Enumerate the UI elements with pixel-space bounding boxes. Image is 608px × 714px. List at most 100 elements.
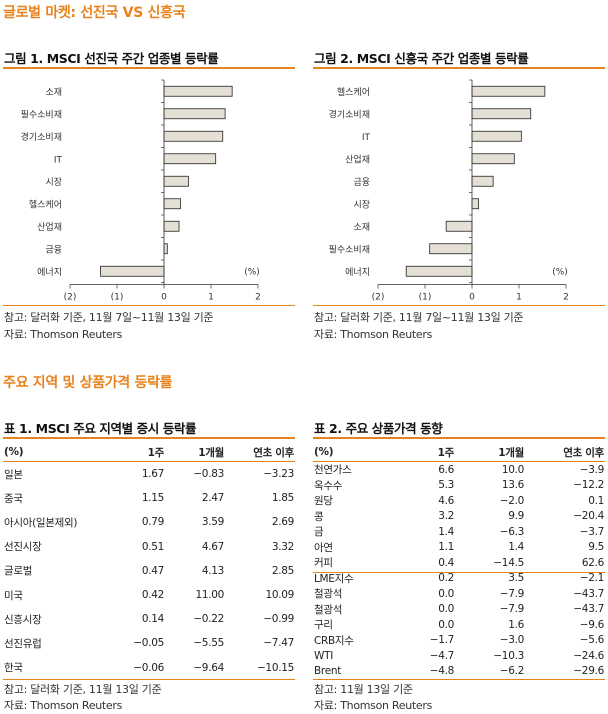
figure2-note: 참고: 달러화 기준, 11월 7일~11월 13일 기준 (314, 311, 524, 324)
table2-cell-label: 콩 (314, 510, 324, 523)
table2-cell-label: 옥수수 (314, 479, 343, 492)
table2-cell-1w: 4.6 (438, 494, 454, 507)
table2-row: 옥수수 5.3 13.6 −12.2 (314, 478, 604, 494)
table1-cell-ytd: −7.47 (263, 637, 294, 650)
table2-cell-ytd: −5.6 (579, 634, 605, 647)
table2-row: 금 1.4 −6.3 −3.7 (314, 524, 604, 540)
table1-cell-1m: −9.64 (193, 661, 224, 674)
chart2-unit-label: (%) (552, 267, 568, 277)
figure1-bottom-rule (3, 305, 295, 306)
table1-cell-1m: 11.00 (195, 589, 224, 602)
table1-row: 미국 0.42 11.00 10.09 (4, 583, 294, 607)
table2-cell-1w: 5.3 (438, 479, 454, 492)
table2-cell-1w: −1.7 (429, 634, 455, 647)
table2-header-label: (%) (314, 446, 334, 458)
table2-row: 콩 3.2 9.9 −20.4 (314, 509, 604, 525)
table1-row: 선진시장 0.51 4.67 3.32 (4, 535, 294, 559)
table2-cell-1m: 13.6 (501, 479, 524, 492)
table2-row: 천연가스 6.6 10.0 −3.9 (314, 462, 604, 478)
chart1-bar (163, 243, 168, 255)
table2-row: LME지수 0.2 3.5 −2.1 (314, 571, 604, 587)
table1-cell-ytd: 2.69 (271, 516, 294, 529)
table2-cell-ytd: −29.6 (573, 665, 604, 678)
table2-cell-ytd: −12.2 (573, 479, 604, 492)
table1-header-label: (%) (4, 446, 24, 458)
table2-cell-1m: 1.6 (508, 618, 524, 631)
table2-header-1m: 1개월 (498, 446, 524, 459)
table1-cell-1w: −0.06 (133, 661, 164, 674)
table1-cell-1w: 0.42 (141, 589, 164, 602)
table2-cell-1m: −3.0 (499, 634, 525, 647)
table1-cell-ytd: −0.99 (263, 613, 294, 626)
figure1-source: 자료: Thomson Reuters (4, 328, 123, 341)
chart2-category-label: 헬스케어 (337, 87, 370, 98)
table1-header-1m: 1개월 (198, 446, 224, 459)
table2-cell-ytd: 0.1 (588, 494, 604, 507)
table2-cell-1w: 0.2 (438, 572, 454, 585)
table2-row: 아연 1.1 1.4 9.5 (314, 540, 604, 556)
figure2-title-rule (313, 67, 605, 69)
figure1-title-rule (3, 67, 295, 69)
chart2-bar (471, 175, 494, 187)
table2-title: 표 2. 주요 상품가격 동향 (314, 421, 443, 436)
chart2-bar (471, 85, 546, 97)
table-msci-regions: (%) 1주 1개월 연초 이후 일본 1.67 −0.83 −3.23 중국 1.15 2… (4, 442, 294, 680)
table2-row: 구리 0.0 1.6 −9.6 (314, 617, 604, 633)
table1-cell-1m: 3.59 (201, 516, 224, 529)
chart2-category-label: 금융 (353, 177, 370, 188)
table2-cell-1w: 1.1 (438, 541, 454, 554)
figure2-title: 그림 2. MSCI 신흥국 주간 업종별 등락률 (314, 51, 529, 66)
table2-cell-1m: −7.9 (499, 603, 525, 616)
table2-cell-1m: 9.9 (508, 510, 524, 523)
chart1-bar (163, 198, 181, 210)
chart2-bar (405, 265, 473, 277)
table2-row: Brent −4.8 −6.2 −29.6 (314, 664, 604, 680)
table1-cell-1m: −0.22 (193, 613, 224, 626)
table1-cell-label: 아시아(일본제외) (4, 516, 78, 529)
chart1-bar (163, 108, 226, 120)
chart1-x-tick-label: (2) (64, 293, 77, 303)
table2-header-1w: 1주 (437, 446, 455, 459)
table2-cell-1m: −14.5 (493, 556, 524, 569)
chart1-bar (163, 130, 224, 142)
chart2-category-label: 시장 (353, 199, 370, 210)
chart2-x-tick-label: (2) (372, 293, 385, 303)
table1-cell-1w: 1.15 (141, 492, 164, 505)
table2-cell-1w: −4.8 (429, 665, 455, 678)
table2-cell-ytd: −3.9 (579, 463, 605, 476)
table1-row: 선진유럽 −0.05 −5.55 −7.47 (4, 631, 294, 655)
table2-cell-1w: 0.0 (438, 618, 454, 631)
chart1-category-label: IT (54, 155, 63, 165)
table2-cell-label: 천연가스 (314, 464, 352, 477)
table2-cell-label: 구리 (314, 619, 333, 632)
chart1-category-label: 소재 (45, 87, 62, 98)
table2-note: 참고: 11월 13일 기준 (314, 683, 413, 696)
chart1-bar (163, 153, 217, 165)
table2-cell-label: WTI (314, 649, 333, 662)
table1-header-ytd: 연초 이후 (253, 446, 294, 459)
figure2-source: 자료: Thomson Reuters (314, 328, 433, 341)
table1-row: 한국 −0.06 −9.64 −10.15 (4, 656, 294, 680)
table1-cell-ytd: −10.15 (256, 661, 294, 674)
table2-header-ytd: 연초 이후 (563, 446, 604, 459)
table2-cell-1m: −10.3 (493, 649, 524, 662)
table2-header-row: (%) 1주 1개월 연초 이후 (314, 442, 604, 462)
chart1-unit-label: (%) (244, 267, 260, 277)
table1-cell-1m: 2.47 (201, 492, 224, 505)
table2-cell-1m: −2.0 (499, 494, 525, 507)
table2-cell-1m: 10.0 (501, 463, 524, 476)
table1-row: 신흥시장 0.14 −0.22 −0.99 (4, 607, 294, 631)
chart1-category-label: 금융 (45, 244, 62, 255)
table2-row: 커피 0.4 −14.5 62.6 (314, 555, 604, 571)
table2-cell-label: CRB지수 (314, 634, 354, 647)
table1-cell-ytd: 2.85 (271, 564, 294, 577)
table2-cell-ytd: −20.4 (573, 510, 604, 523)
table1-cell-1m: −5.55 (193, 637, 224, 650)
chart1-category-label: 필수소비재 (21, 108, 62, 120)
table2-cell-label: 원당 (314, 495, 333, 508)
table2-cell-ytd: 9.5 (588, 541, 604, 554)
table1-cell-ytd: 3.32 (271, 540, 294, 553)
table2-cell-1w: 1.4 (438, 525, 454, 538)
table2-cell-ytd: −24.6 (573, 649, 604, 662)
